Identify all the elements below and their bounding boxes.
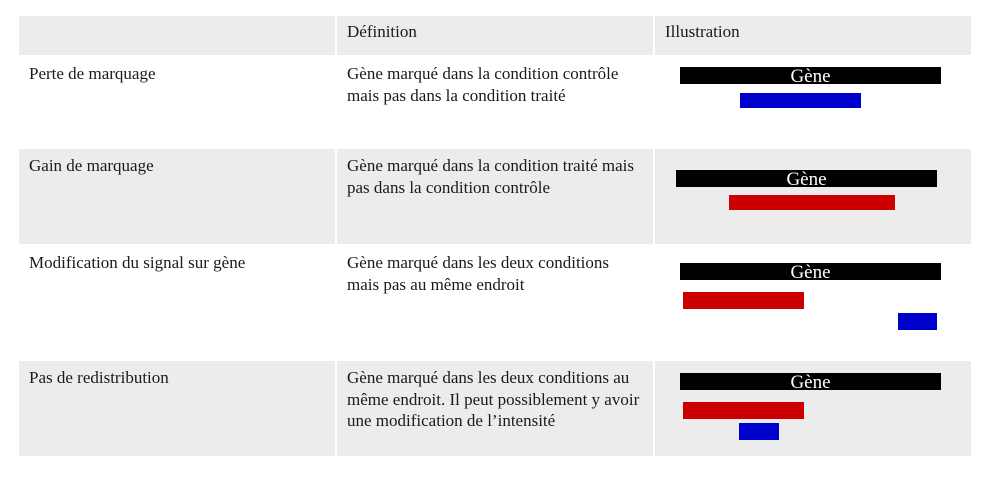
row-definition: Gène marqué dans les deux conditions mai… (347, 253, 610, 294)
red-signal-bar (683, 292, 804, 309)
table-row: Modification du signal sur gène Gène mar… (19, 246, 971, 359)
row-illustration: Gène (655, 246, 971, 359)
gene-bar: Gène (680, 263, 941, 282)
row-label: Perte de marquage (29, 64, 156, 83)
row-label: Modification du signal sur gène (29, 253, 246, 272)
row-definition: Gène marqué dans la condition traité mai… (337, 149, 653, 244)
row-illustration: Gène (655, 57, 971, 147)
blue-signal-bar (898, 313, 937, 330)
row-illustration: Gène (655, 149, 971, 244)
blue-signal-bar (740, 93, 861, 108)
red-signal-bar (729, 195, 895, 210)
table-row: Perte de marquage Gène marqué dans la co… (19, 57, 971, 147)
header-cell-illustration: Illustration (655, 16, 971, 55)
blue-signal-bar (739, 423, 779, 440)
red-signal-bar (683, 402, 804, 419)
row-definition: Gène marqué dans les deux conditions au … (337, 361, 653, 456)
header-cell-empty (19, 16, 335, 55)
table-header-row: Définition Illustration (19, 16, 971, 55)
row-label: Gain de marquage (19, 149, 335, 244)
row-definition: Gène marqué dans la condition contrôle m… (347, 64, 619, 105)
table-row: Gain de marquage Gène marqué dans la con… (19, 149, 971, 244)
header-cell-definition: Définition (337, 16, 653, 55)
gene-bar: Gène (680, 373, 941, 392)
table-row: Pas de redistribution Gène marqué dans l… (19, 361, 971, 456)
gene-bar: Gène (676, 170, 937, 189)
row-label: Pas de redistribution (19, 361, 335, 456)
gene-bar: Gène (680, 67, 941, 86)
row-illustration: Gène (655, 361, 971, 456)
